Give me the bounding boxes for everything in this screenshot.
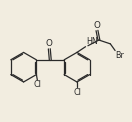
Text: O: O <box>46 39 53 48</box>
Text: Br: Br <box>116 51 124 60</box>
Text: O: O <box>94 21 100 30</box>
Text: Cl: Cl <box>33 81 41 90</box>
Text: Cl: Cl <box>73 88 81 97</box>
Text: HN: HN <box>86 37 98 46</box>
